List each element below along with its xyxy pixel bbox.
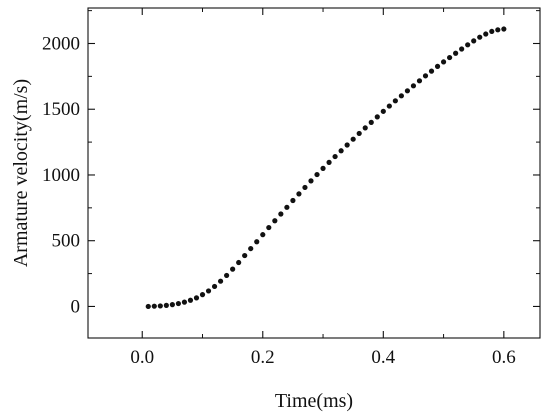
data-point xyxy=(248,245,254,252)
y-tick-label: 2000 xyxy=(42,33,80,54)
x-tick-label: 0.2 xyxy=(251,347,275,368)
data-point xyxy=(211,283,218,290)
data-point xyxy=(175,300,181,307)
data-point xyxy=(428,68,435,74)
data-point xyxy=(489,28,495,35)
data-point xyxy=(254,239,260,245)
x-tick-label: 0.0 xyxy=(130,347,154,368)
data-point xyxy=(187,297,194,303)
data-point xyxy=(344,142,350,148)
data-point xyxy=(230,266,236,272)
y-tick-label: 1000 xyxy=(42,165,80,186)
data-point xyxy=(163,302,169,308)
x-tick-label: 0.4 xyxy=(371,347,395,368)
data-point xyxy=(338,148,344,154)
data-point xyxy=(434,63,441,69)
data-point xyxy=(356,130,362,137)
data-point xyxy=(392,98,398,104)
data-point xyxy=(453,50,459,56)
y-tick-label: 500 xyxy=(52,231,81,252)
data-point xyxy=(326,159,332,165)
data-point xyxy=(260,232,266,238)
data-points xyxy=(145,26,507,310)
data-point xyxy=(477,34,483,40)
data-point xyxy=(181,299,188,305)
data-point xyxy=(193,295,200,301)
data-point xyxy=(145,303,151,310)
x-axis-title: Time(ms) xyxy=(275,390,353,412)
data-point xyxy=(320,165,326,171)
data-point xyxy=(404,88,411,94)
data-point xyxy=(386,103,392,109)
data-point xyxy=(302,184,308,191)
data-point xyxy=(368,119,374,125)
data-point xyxy=(416,78,423,84)
data-point xyxy=(284,204,290,210)
data-point xyxy=(422,73,429,79)
data-point xyxy=(410,83,417,89)
data-point xyxy=(205,288,212,294)
data-point xyxy=(151,303,157,309)
data-point xyxy=(495,27,501,33)
data-point xyxy=(290,197,296,204)
data-point xyxy=(374,114,380,120)
data-point xyxy=(169,302,175,308)
data-point xyxy=(398,93,404,99)
data-point xyxy=(199,292,206,298)
data-point xyxy=(440,59,447,65)
x-axis-ticks: 0.0 0.2 0.4 0.6 xyxy=(130,8,516,368)
data-point xyxy=(459,46,465,52)
x-tick-label: 0.6 xyxy=(492,347,516,368)
data-point xyxy=(362,125,368,131)
data-point xyxy=(465,42,471,48)
y-tick-label: 0 xyxy=(71,296,81,317)
data-point xyxy=(157,303,163,309)
data-point xyxy=(501,26,507,32)
data-point xyxy=(483,31,489,37)
data-point xyxy=(471,38,477,44)
data-point xyxy=(236,259,242,266)
data-point xyxy=(447,54,453,61)
data-point xyxy=(332,153,338,160)
data-point xyxy=(242,252,248,259)
y-axis-ticks: 0 500 1000 1500 2000 xyxy=(42,10,540,317)
data-point xyxy=(217,278,224,284)
data-point xyxy=(296,191,302,197)
y-tick-label: 1500 xyxy=(42,99,80,120)
plot-frame xyxy=(87,7,541,339)
data-point xyxy=(266,224,272,231)
data-point xyxy=(314,171,320,178)
data-point xyxy=(278,211,284,217)
data-point xyxy=(272,218,278,224)
data-point xyxy=(224,272,230,279)
data-point xyxy=(308,178,314,184)
y-axis-title: Armature velocity(m/s) xyxy=(10,79,32,267)
data-point xyxy=(380,108,386,114)
data-point xyxy=(350,136,356,142)
